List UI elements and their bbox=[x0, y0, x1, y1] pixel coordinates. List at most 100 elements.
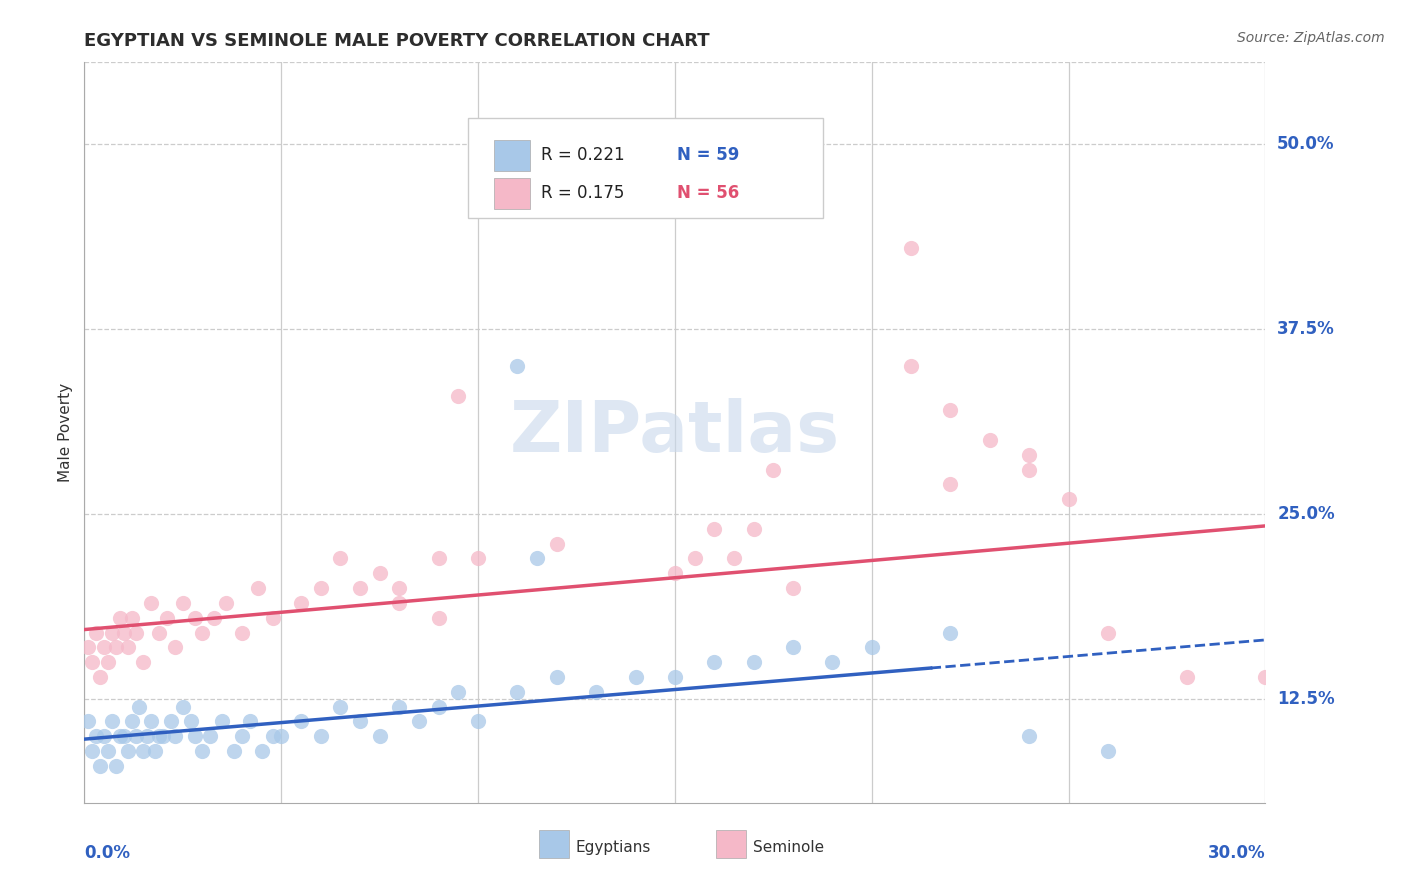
Point bbox=[1057, 492, 1080, 507]
Point bbox=[546, 670, 568, 684]
Point bbox=[821, 655, 844, 669]
Point bbox=[82, 744, 104, 758]
FancyBboxPatch shape bbox=[494, 140, 530, 170]
Text: 37.5%: 37.5% bbox=[1277, 320, 1334, 338]
Point bbox=[262, 729, 284, 743]
Point bbox=[84, 729, 107, 743]
Point bbox=[141, 596, 163, 610]
Point bbox=[128, 699, 150, 714]
FancyBboxPatch shape bbox=[716, 830, 745, 858]
Point bbox=[939, 477, 962, 491]
Point bbox=[290, 714, 312, 729]
Point bbox=[108, 729, 131, 743]
Point bbox=[239, 714, 262, 729]
Point bbox=[148, 625, 170, 640]
Point bbox=[742, 522, 765, 536]
Point bbox=[136, 729, 159, 743]
FancyBboxPatch shape bbox=[494, 178, 530, 209]
Point bbox=[979, 433, 1001, 447]
Point bbox=[585, 685, 607, 699]
Point bbox=[1097, 744, 1119, 758]
Point bbox=[1254, 670, 1277, 684]
Point bbox=[664, 670, 686, 684]
Point bbox=[104, 640, 127, 655]
Point bbox=[202, 611, 225, 625]
Text: N = 59: N = 59 bbox=[678, 146, 740, 164]
Text: N = 56: N = 56 bbox=[678, 185, 740, 202]
Point bbox=[124, 729, 146, 743]
Point bbox=[97, 655, 120, 669]
Point bbox=[368, 566, 391, 581]
Point bbox=[368, 729, 391, 743]
Point bbox=[89, 670, 111, 684]
Text: Source: ZipAtlas.com: Source: ZipAtlas.com bbox=[1237, 31, 1385, 45]
Point bbox=[1018, 462, 1040, 476]
Point bbox=[723, 551, 745, 566]
Point bbox=[329, 699, 352, 714]
Point bbox=[191, 625, 214, 640]
Point bbox=[101, 625, 124, 640]
Text: 12.5%: 12.5% bbox=[1277, 690, 1334, 708]
Point bbox=[156, 611, 179, 625]
Text: ZIPatlas: ZIPatlas bbox=[510, 398, 839, 467]
Point bbox=[121, 611, 143, 625]
Point bbox=[180, 714, 202, 729]
Text: R = 0.175: R = 0.175 bbox=[541, 185, 624, 202]
Point bbox=[1175, 670, 1198, 684]
Point bbox=[143, 744, 166, 758]
Point bbox=[703, 522, 725, 536]
Point bbox=[624, 670, 647, 684]
Point bbox=[388, 581, 411, 595]
Point bbox=[683, 551, 706, 566]
Point bbox=[200, 729, 222, 743]
Text: R = 0.221: R = 0.221 bbox=[541, 146, 626, 164]
Point bbox=[117, 640, 139, 655]
Point bbox=[427, 611, 450, 625]
Point bbox=[231, 625, 253, 640]
Point bbox=[447, 388, 470, 402]
Y-axis label: Male Poverty: Male Poverty bbox=[58, 383, 73, 483]
Point bbox=[215, 596, 238, 610]
Point bbox=[132, 655, 155, 669]
Point bbox=[467, 551, 489, 566]
Point bbox=[900, 359, 922, 373]
Point bbox=[163, 640, 186, 655]
Point bbox=[447, 685, 470, 699]
Point bbox=[939, 625, 962, 640]
Point bbox=[506, 359, 529, 373]
Point bbox=[349, 714, 371, 729]
Text: 30.0%: 30.0% bbox=[1208, 844, 1265, 863]
Point bbox=[388, 699, 411, 714]
Point bbox=[1018, 448, 1040, 462]
Point bbox=[183, 729, 205, 743]
Point bbox=[152, 729, 174, 743]
Point bbox=[1097, 625, 1119, 640]
Point bbox=[742, 655, 765, 669]
Point bbox=[183, 611, 205, 625]
Point bbox=[506, 685, 529, 699]
Text: 50.0%: 50.0% bbox=[1277, 135, 1334, 153]
Text: Egyptians: Egyptians bbox=[575, 839, 651, 855]
Point bbox=[703, 655, 725, 669]
Point bbox=[1018, 729, 1040, 743]
Point bbox=[132, 744, 155, 758]
Point bbox=[270, 729, 292, 743]
Text: Seminole: Seminole bbox=[752, 839, 824, 855]
Point bbox=[77, 640, 100, 655]
Point bbox=[762, 462, 785, 476]
Point bbox=[427, 699, 450, 714]
Point bbox=[163, 729, 186, 743]
Point bbox=[93, 729, 115, 743]
Point bbox=[121, 714, 143, 729]
Point bbox=[309, 729, 332, 743]
Point bbox=[77, 714, 100, 729]
Point bbox=[427, 551, 450, 566]
Point bbox=[309, 581, 332, 595]
Point bbox=[97, 744, 120, 758]
Point bbox=[211, 714, 233, 729]
Text: EGYPTIAN VS SEMINOLE MALE POVERTY CORRELATION CHART: EGYPTIAN VS SEMINOLE MALE POVERTY CORREL… bbox=[84, 32, 710, 50]
Point bbox=[250, 744, 273, 758]
Point bbox=[89, 758, 111, 772]
Point bbox=[231, 729, 253, 743]
Point bbox=[388, 596, 411, 610]
